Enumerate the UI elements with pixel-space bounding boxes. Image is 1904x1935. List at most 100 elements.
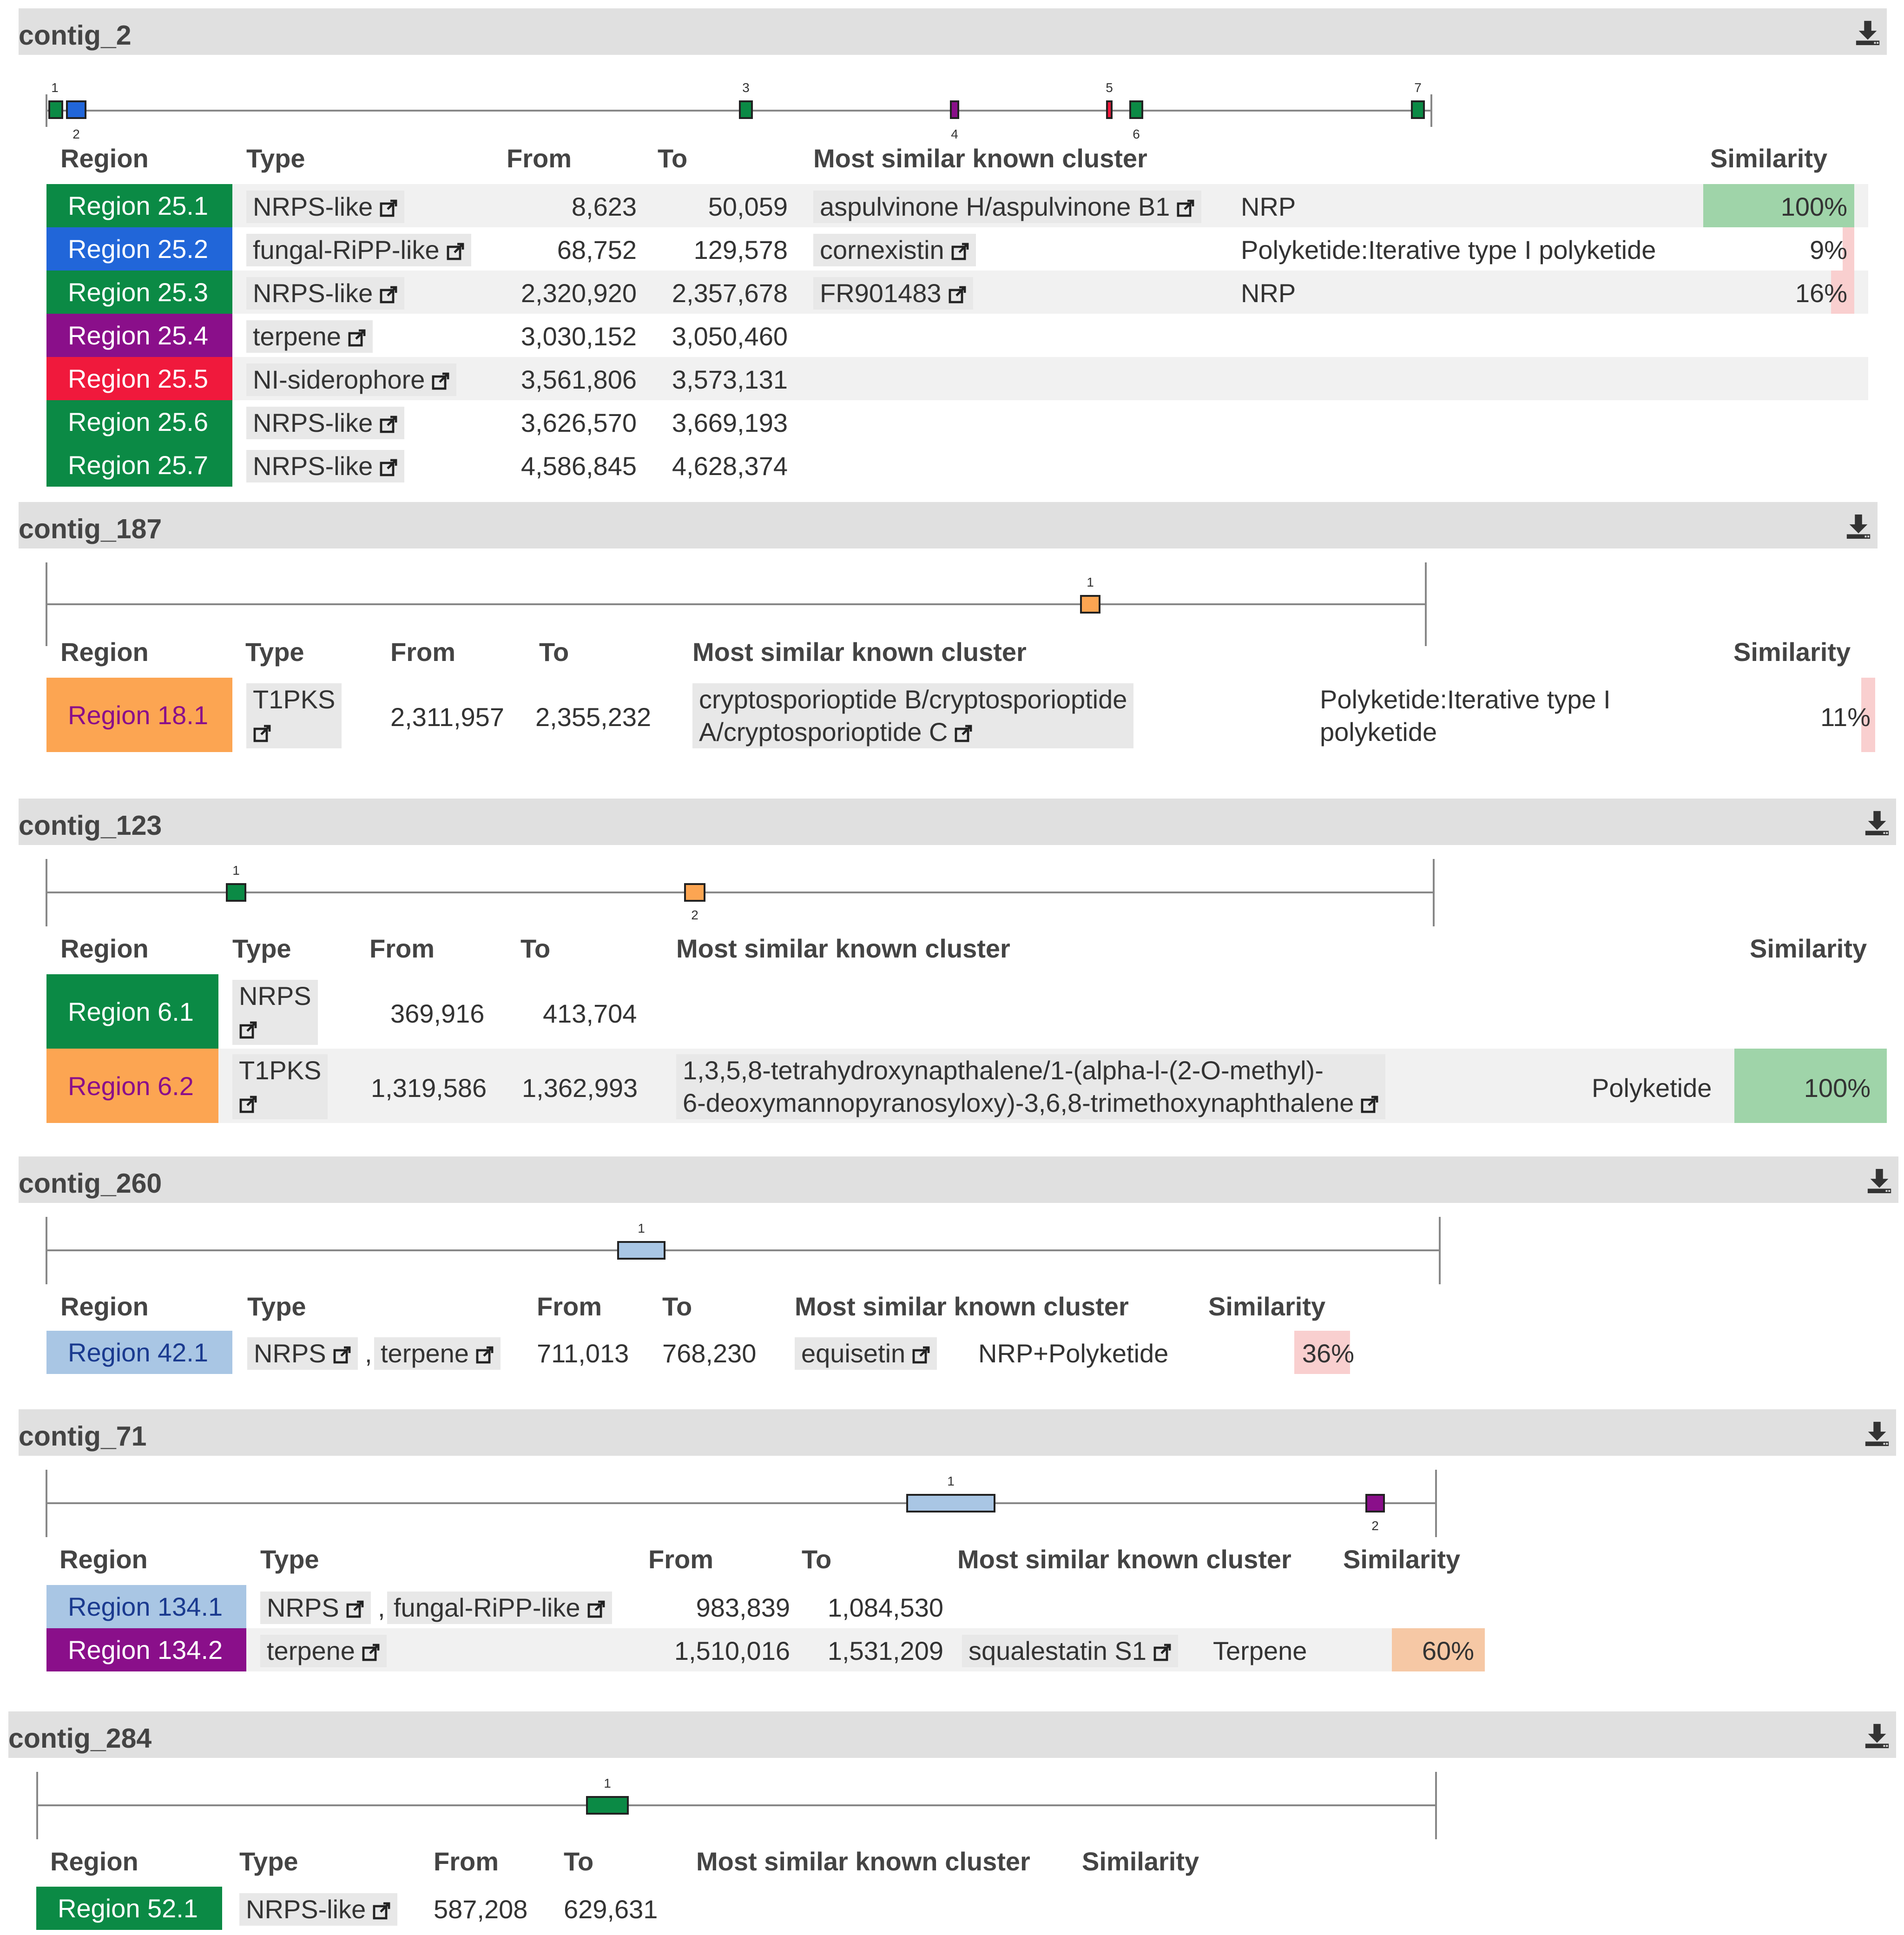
type-tag-b[interactable]: terpene (374, 1337, 501, 1370)
cluster-tag[interactable]: 1,3,5,8-tetrahydroxynapthalene/1-(alpha-… (676, 1054, 1386, 1119)
external-link-icon[interactable] (379, 458, 398, 477)
external-link-icon[interactable] (475, 1346, 494, 1364)
external-link-icon[interactable] (379, 285, 398, 304)
region-marker[interactable] (586, 1796, 629, 1815)
region-label[interactable]: Region 25.4 (46, 314, 232, 357)
map-label: 1 (232, 863, 240, 878)
region-label[interactable]: Region 6.1 (46, 974, 218, 1049)
region-marker[interactable] (226, 883, 246, 902)
col-header-from: From (434, 1847, 499, 1876)
cluster-tag[interactable]: FR901483 (813, 277, 973, 310)
region-label[interactable]: Region 134.1 (46, 1585, 246, 1628)
cluster-tag[interactable]: aspulvinone H/aspulvinone B1 (813, 191, 1202, 223)
region-map: 1 (46, 562, 1427, 646)
external-link-icon[interactable] (372, 1902, 391, 1920)
external-link-icon[interactable] (587, 1600, 606, 1618)
external-link-icon[interactable] (379, 415, 398, 434)
region-marker[interactable] (66, 100, 86, 119)
download-icon[interactable] (1845, 512, 1872, 540)
contig-header[interactable]: contig_260 (19, 1156, 1898, 1203)
region-marker[interactable] (1106, 100, 1113, 119)
external-link-icon[interactable] (239, 1021, 257, 1039)
from-value: 1,510,016 (674, 1636, 790, 1665)
download-icon[interactable] (1854, 19, 1881, 46)
external-link-icon[interactable] (346, 1600, 364, 1618)
external-link-icon[interactable] (948, 285, 967, 304)
type-tag[interactable]: NRPS-like (246, 277, 405, 310)
type-tag[interactable]: T1PKS (232, 1054, 328, 1119)
external-link-icon[interactable] (239, 1095, 257, 1114)
contig-header[interactable]: contig_123 (19, 799, 1896, 845)
map-label: 6 (1133, 127, 1140, 141)
type-tag[interactable]: T1PKS (246, 683, 342, 748)
map-label: 2 (1371, 1519, 1379, 1533)
region-marker[interactable] (1129, 100, 1143, 119)
type-tag[interactable]: NRPS-like (239, 1893, 398, 1926)
region-label[interactable]: Region 25.3 (46, 271, 232, 314)
col-header-similarity: Similarity (1082, 1847, 1199, 1876)
region-marker[interactable] (950, 100, 959, 119)
cluster-tag[interactable]: squalestatin S1 (962, 1635, 1178, 1667)
region-marker[interactable] (1365, 1494, 1385, 1512)
cluster-tag[interactable]: equisetin (795, 1337, 937, 1370)
region-label[interactable]: Region 18.1 (46, 678, 232, 752)
type-tag-a[interactable]: NRPS (247, 1337, 358, 1370)
cluster-tag[interactable]: cornexistin (813, 234, 976, 266)
download-icon[interactable] (1866, 1167, 1893, 1195)
external-link-icon[interactable] (1360, 1095, 1379, 1114)
cluster-tag[interactable]: cryptosporioptide B/cryptosporioptide A/c… (692, 683, 1134, 748)
region-marker[interactable] (1411, 100, 1425, 119)
region-label[interactable]: Region 52.1 (36, 1887, 222, 1930)
col-header-region: Region (50, 1847, 138, 1876)
region-label[interactable]: Region 42.1 (46, 1331, 232, 1374)
type-tag[interactable]: NRPS-like (246, 407, 405, 439)
type-tag[interactable]: NRPS (232, 980, 318, 1045)
region-marker[interactable] (48, 100, 63, 119)
contig-header[interactable]: contig_2 (19, 8, 1887, 55)
type-tag[interactable]: NRPS-like (246, 191, 405, 223)
external-link-icon[interactable] (912, 1346, 930, 1364)
type-tag[interactable]: terpene (260, 1635, 387, 1667)
map-label: 1 (1087, 575, 1094, 589)
download-icon[interactable] (1864, 1722, 1891, 1750)
region-label[interactable]: Region 25.6 (46, 400, 232, 443)
region-label[interactable]: Region 25.5 (46, 357, 232, 400)
region-marker[interactable] (1080, 595, 1100, 614)
type-tag-b[interactable]: fungal-RiPP-like (387, 1592, 612, 1624)
region-marker[interactable] (617, 1241, 665, 1260)
region-marker[interactable] (739, 100, 753, 119)
type-tag[interactable]: NRPS-like (246, 450, 405, 482)
map-label: 1 (604, 1776, 611, 1790)
region-label[interactable]: Region 6.2 (46, 1049, 218, 1123)
contig-header[interactable]: contig_187 (19, 502, 1878, 548)
external-link-icon[interactable] (1153, 1643, 1172, 1662)
external-link-icon[interactable] (951, 242, 969, 261)
similarity-value: 16% (1795, 278, 1847, 308)
region-marker[interactable] (684, 883, 705, 902)
region-label[interactable]: Region 25.7 (46, 443, 232, 487)
external-link-icon[interactable] (1176, 199, 1195, 218)
external-link-icon[interactable] (431, 372, 450, 390)
contig-title: contig_284 (8, 1723, 152, 1754)
region-label[interactable]: Region 134.2 (46, 1628, 246, 1671)
external-link-icon[interactable] (379, 199, 398, 218)
external-link-icon[interactable] (362, 1643, 380, 1662)
from-value: 3,030,152 (520, 322, 637, 351)
contig-header[interactable]: contig_284 (8, 1711, 1896, 1758)
external-link-icon[interactable] (446, 242, 465, 261)
region-marker[interactable] (906, 1494, 995, 1512)
download-icon[interactable] (1864, 809, 1891, 837)
contig-section-2: contig_2 1 2 3 4 5 6 7 Region Type From … (19, 8, 1887, 492)
type-tag[interactable]: terpene (246, 320, 373, 353)
type-tag-a[interactable]: NRPS (260, 1592, 371, 1624)
external-link-icon[interactable] (954, 724, 973, 743)
region-label[interactable]: Region 25.2 (46, 227, 232, 271)
contig-header[interactable]: contig_71 (19, 1409, 1896, 1456)
type-tag[interactable]: fungal-RiPP-like (246, 234, 471, 266)
external-link-icon[interactable] (253, 724, 271, 743)
external-link-icon[interactable] (333, 1346, 351, 1364)
type-tag[interactable]: NI-siderophore (246, 363, 457, 396)
download-icon[interactable] (1864, 1420, 1891, 1447)
external-link-icon[interactable] (348, 329, 366, 347)
region-label[interactable]: Region 25.1 (46, 184, 232, 227)
